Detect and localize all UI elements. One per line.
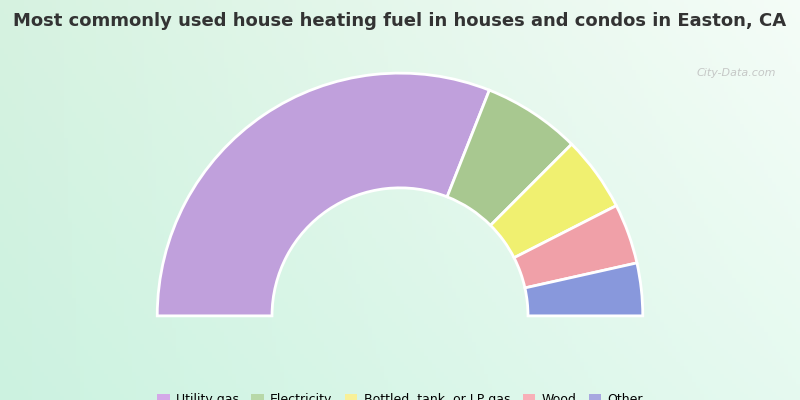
Text: Most commonly used house heating fuel in houses and condos in Easton, CA: Most commonly used house heating fuel in…: [14, 12, 786, 30]
Wedge shape: [447, 90, 572, 225]
Wedge shape: [158, 73, 490, 316]
Wedge shape: [490, 144, 616, 258]
Legend: Utility gas, Electricity, Bottled, tank, or LP gas, Wood, Other: Utility gas, Electricity, Bottled, tank,…: [152, 388, 648, 400]
Wedge shape: [525, 263, 642, 316]
Wedge shape: [514, 206, 637, 288]
Text: City-Data.com: City-Data.com: [697, 68, 776, 78]
